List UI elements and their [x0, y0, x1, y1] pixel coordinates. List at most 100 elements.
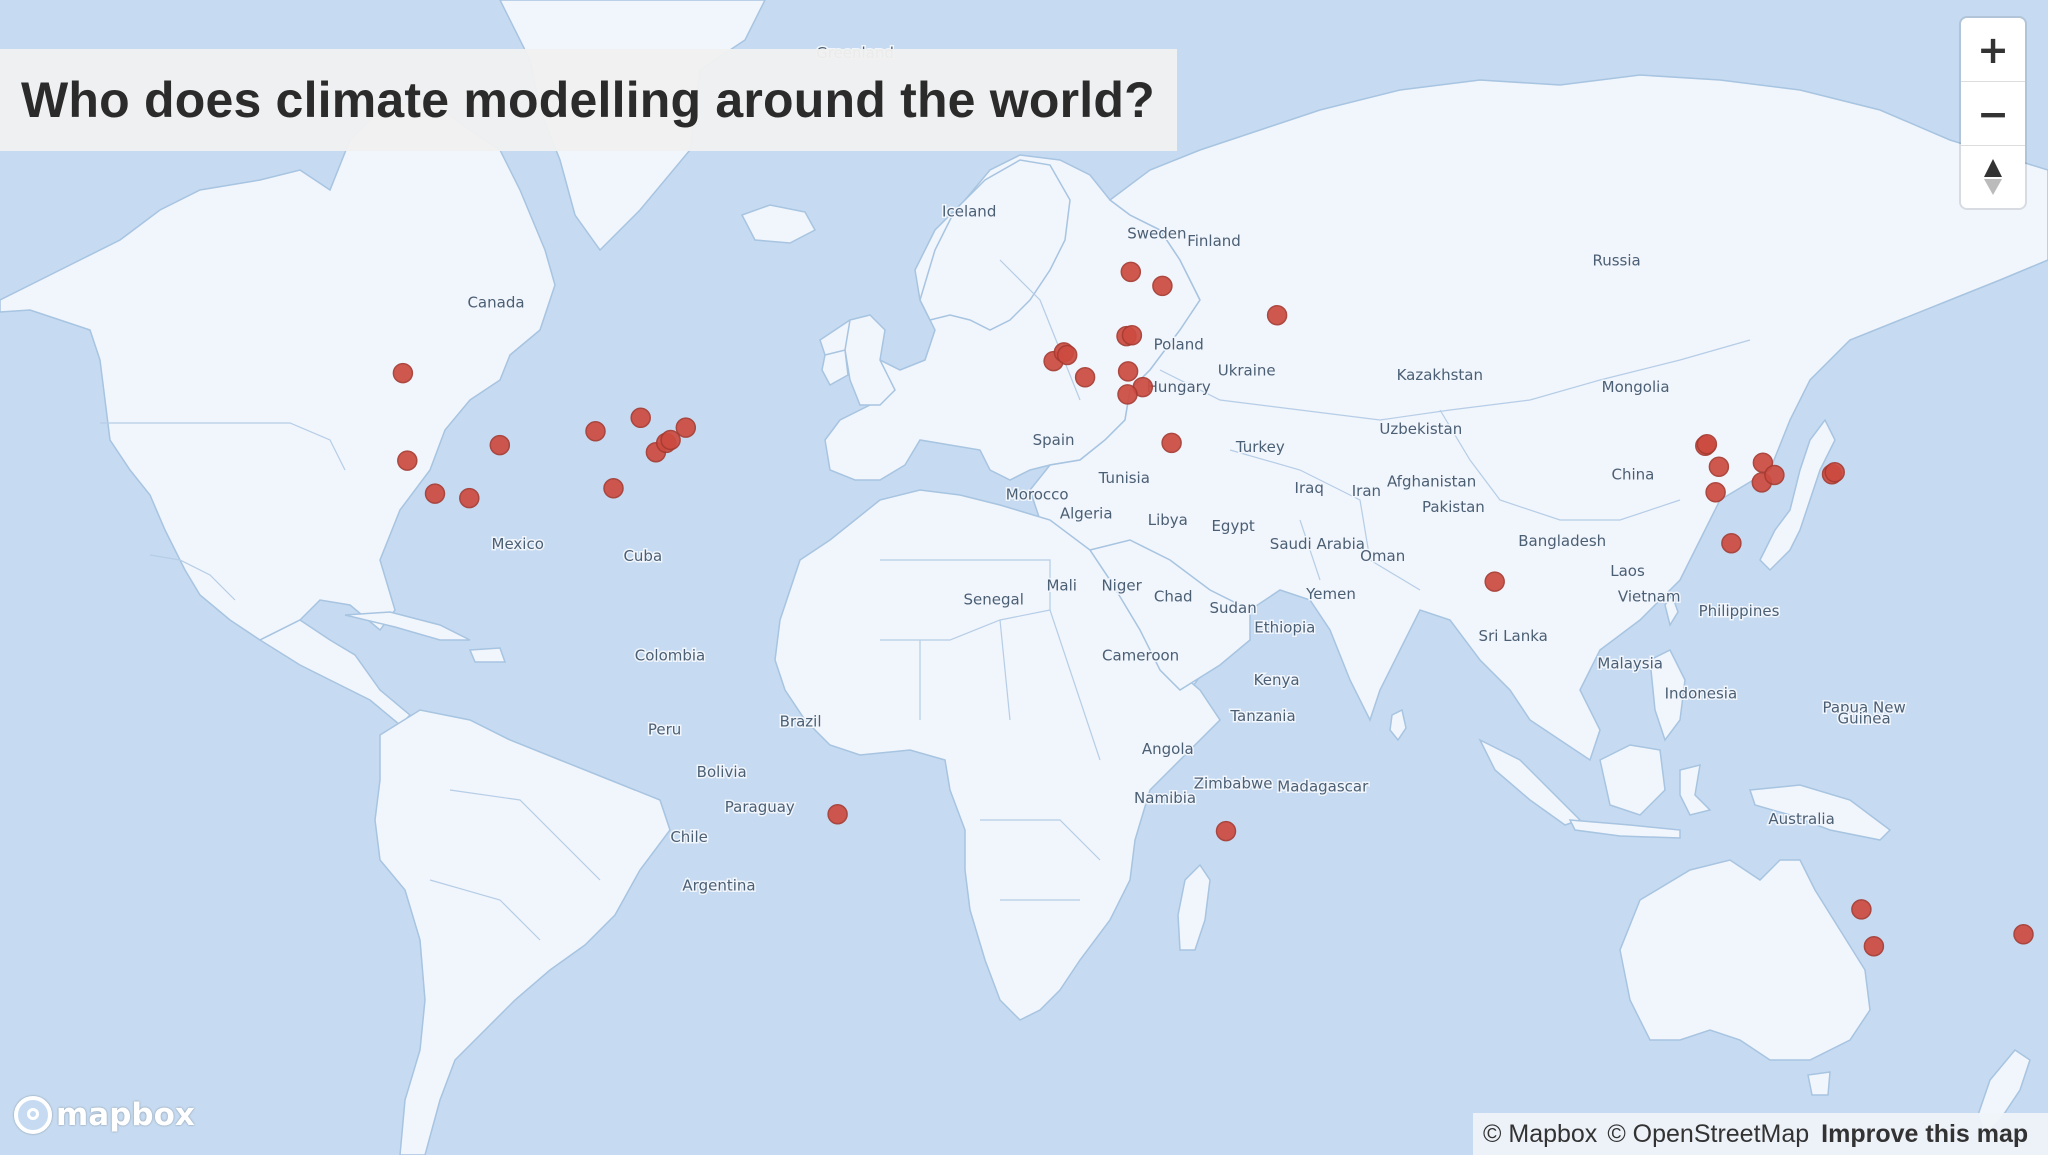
- institution-marker[interactable]: [630, 407, 651, 429]
- institution-marker[interactable]: [1117, 384, 1138, 405]
- institution-marker[interactable]: [1074, 367, 1096, 388]
- institution-marker[interactable]: [1161, 432, 1182, 454]
- mapbox-logo-icon: [14, 1096, 52, 1134]
- place-label-hungary: Hungary: [1147, 378, 1211, 396]
- institution-marker[interactable]: [397, 450, 418, 471]
- place-label-kenya: Kenya: [1254, 671, 1300, 689]
- institution-marker[interactable]: [1117, 361, 1139, 382]
- place-label-sweden: Sweden: [1127, 225, 1186, 243]
- place-label-turkey: Turkey: [1235, 438, 1285, 456]
- institution-marker[interactable]: [603, 478, 624, 499]
- place-label-china: China: [1611, 466, 1654, 484]
- place-label-kazakhstan: Kazakhstan: [1397, 366, 1483, 384]
- africa-shape: [774, 489, 1221, 1021]
- institution-marker[interactable]: [1266, 304, 1288, 326]
- institution-marker[interactable]: [1863, 935, 1885, 957]
- institution-marker[interactable]: [1705, 482, 1726, 503]
- place-label-peru: Peru: [648, 721, 681, 739]
- place-label-canada: Canada: [467, 293, 524, 311]
- institution-marker[interactable]: [660, 429, 681, 451]
- madagascar-shape: [1177, 863, 1211, 951]
- institution-marker[interactable]: [1056, 344, 1078, 366]
- compass-button[interactable]: [1961, 146, 2025, 208]
- place-label-chad: Chad: [1154, 588, 1193, 606]
- map-title: Who does climate modelling around the wo…: [21, 72, 1155, 128]
- institution-markers[interactable]: [392, 261, 2034, 957]
- institution-marker[interactable]: [1721, 532, 1742, 554]
- title-panel: Who does climate modelling around the wo…: [0, 49, 1177, 151]
- institution-marker[interactable]: [459, 487, 480, 509]
- place-label-sudan: Sudan: [1209, 599, 1256, 617]
- place-label-paraguay: Paraguay: [725, 798, 795, 816]
- place-label-oman: Oman: [1360, 547, 1405, 565]
- place-label-pakistan: Pakistan: [1422, 498, 1485, 516]
- place-label-namibia: Namibia: [1134, 789, 1196, 807]
- cuba-shape: [344, 611, 471, 641]
- taiwan-shape: [1664, 593, 1679, 627]
- institution-marker[interactable]: [675, 417, 697, 438]
- place-label-iran: Iran: [1352, 482, 1381, 500]
- place-label-senegal: Senegal: [964, 591, 1024, 609]
- mapbox-logo[interactable]: mapbox: [14, 1096, 195, 1134]
- improve-map-link[interactable]: Improve this map: [1821, 1119, 2029, 1148]
- attribution-osm-link[interactable]: © OpenStreetMap: [1607, 1119, 1810, 1148]
- place-label-afghanistan: Afghanistan: [1387, 472, 1476, 490]
- institution-marker[interactable]: [2013, 924, 2034, 945]
- institution-marker[interactable]: [585, 421, 606, 442]
- arabia-shape: [1088, 539, 1251, 691]
- institution-marker[interactable]: [424, 483, 446, 504]
- place-label-finland: Finland: [1187, 232, 1241, 250]
- zoom-in-button[interactable]: +: [1961, 18, 2025, 82]
- institution-marker[interactable]: [1696, 434, 1718, 455]
- compass-icon: [1984, 159, 2002, 195]
- place-label-zimbabwe: Zimbabwe: [1194, 774, 1273, 792]
- place-label-papua-new-guinea-1: Papua New: [1822, 699, 1905, 717]
- institution-marker[interactable]: [1764, 464, 1785, 486]
- institution-marker[interactable]: [1851, 899, 1872, 920]
- place-label-brazil: Brazil: [780, 712, 822, 730]
- institution-marker[interactable]: [1152, 275, 1173, 297]
- zoom-out-button[interactable]: −: [1961, 82, 2025, 146]
- institution-marker[interactable]: [1215, 820, 1237, 842]
- place-label-cameroon: Cameroon: [1102, 646, 1179, 664]
- australia-shape: [1619, 859, 1871, 1061]
- java-shape: [1568, 819, 1681, 839]
- institution-marker[interactable]: [1708, 456, 1730, 478]
- institution-marker[interactable]: [1120, 261, 1142, 283]
- institution-marker[interactable]: [392, 362, 414, 384]
- asia-shape: [1029, 74, 2048, 762]
- institution-marker[interactable]: [827, 803, 848, 825]
- central-america-shape: [258, 619, 412, 727]
- place-label-bolivia: Bolivia: [697, 763, 747, 781]
- south-america-shape: [374, 709, 671, 1155]
- place-label-papua-new-guinea-2: Guinea: [1837, 710, 1890, 728]
- place-label-ethiopia: Ethiopia: [1254, 619, 1315, 637]
- place-label-spain: Spain: [1033, 431, 1075, 449]
- place-label-mali: Mali: [1046, 576, 1076, 594]
- place-label-madagascar: Madagascar: [1277, 777, 1369, 795]
- sri-lanka-shape: [1389, 708, 1407, 742]
- japan-shape: [1759, 418, 1836, 572]
- institution-marker[interactable]: [1484, 571, 1505, 592]
- mapbox-logo-text: mapbox: [56, 1097, 195, 1133]
- hispaniola-shape: [468, 647, 507, 663]
- institution-marker[interactable]: [1121, 324, 1143, 346]
- place-label-ukraine: Ukraine: [1218, 362, 1276, 380]
- place-label-egypt: Egypt: [1211, 517, 1254, 535]
- institution-marker[interactable]: [1824, 462, 1845, 483]
- place-label-colombia: Colombia: [635, 646, 706, 664]
- place-label-niger: Niger: [1101, 576, 1142, 594]
- place-label-malaysia: Malaysia: [1597, 655, 1663, 673]
- institution-marker[interactable]: [489, 434, 511, 456]
- place-label-poland: Poland: [1154, 336, 1204, 354]
- place-label-mexico: Mexico: [492, 535, 544, 553]
- place-label-angola: Angola: [1142, 740, 1194, 758]
- place-label-libya: Libya: [1148, 511, 1188, 529]
- place-label-bangladesh: Bangladesh: [1518, 532, 1606, 550]
- place-label-morocco: Morocco: [1006, 485, 1069, 503]
- place-label-philippines: Philippines: [1699, 602, 1780, 620]
- attribution-mapbox-link[interactable]: © Mapbox: [1483, 1119, 1598, 1148]
- new-guinea-shape: [1748, 784, 1892, 841]
